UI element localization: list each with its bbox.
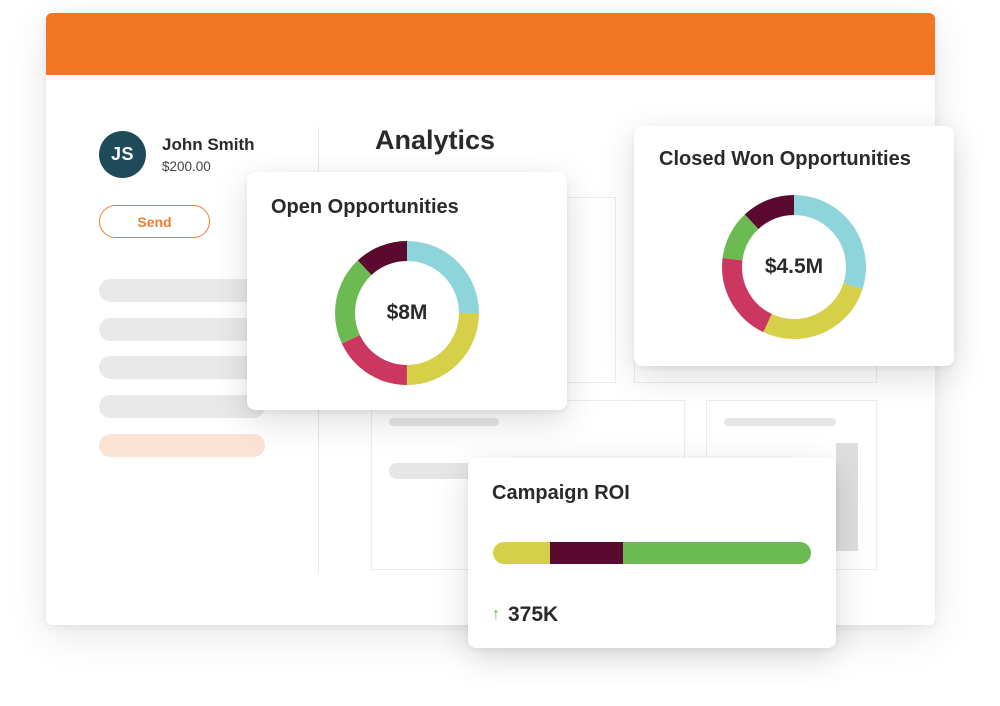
open-opportunities-donut bbox=[335, 241, 479, 385]
contact-name: John Smith bbox=[162, 135, 255, 154]
contact-amount: $200.00 bbox=[162, 159, 211, 174]
donut-segment-2 bbox=[722, 195, 866, 339]
campaign-roi-card[interactable]: Campaign ROI ↑ 375K bbox=[468, 458, 836, 648]
roi-bar-segment-0 bbox=[493, 542, 551, 564]
placeholder-column bbox=[836, 443, 858, 551]
send-button[interactable]: Send bbox=[99, 205, 210, 238]
donut-segment-3 bbox=[335, 241, 479, 385]
donut-center-value: $4.5M bbox=[764, 255, 824, 278]
placeholder-bar bbox=[389, 418, 499, 426]
donut-segment-1 bbox=[722, 195, 866, 339]
arrow-up-icon: ↑ bbox=[492, 606, 500, 623]
donut-segment-1 bbox=[335, 241, 479, 385]
roi-bar-segment-2 bbox=[623, 542, 811, 564]
card-title: Closed Won Opportunities bbox=[659, 148, 911, 170]
closed-won-card[interactable]: Closed Won Opportunities $4.5M bbox=[634, 126, 954, 366]
placeholder-row-highlighted bbox=[99, 434, 265, 457]
roi-number: 375K bbox=[508, 603, 559, 626]
roi-bar-segment-1 bbox=[550, 542, 624, 564]
placeholder-row bbox=[99, 318, 265, 341]
contact-info: John Smith $200.00 bbox=[162, 135, 255, 174]
contact-card[interactable]: JS John Smith $200.00 bbox=[99, 131, 255, 178]
placeholder-row bbox=[99, 279, 265, 302]
page-title: Analytics bbox=[375, 125, 496, 155]
donut-segment-4 bbox=[722, 195, 866, 339]
donut-center-value: $8M bbox=[386, 301, 428, 324]
closed-won-donut bbox=[722, 195, 866, 339]
placeholder-row bbox=[99, 356, 265, 379]
campaign-roi-value: ↑ 375K bbox=[492, 603, 558, 627]
placeholder-row bbox=[99, 395, 265, 418]
campaign-roi-bar bbox=[493, 542, 811, 564]
placeholder-bar bbox=[724, 418, 836, 426]
window-header-bar bbox=[46, 13, 935, 75]
card-title: Open Opportunities bbox=[271, 196, 459, 218]
card-title: Campaign ROI bbox=[492, 482, 630, 504]
open-opportunities-card[interactable]: Open Opportunities $8M bbox=[247, 172, 567, 410]
donut-segment-4 bbox=[335, 241, 479, 385]
avatar: JS bbox=[99, 131, 146, 178]
